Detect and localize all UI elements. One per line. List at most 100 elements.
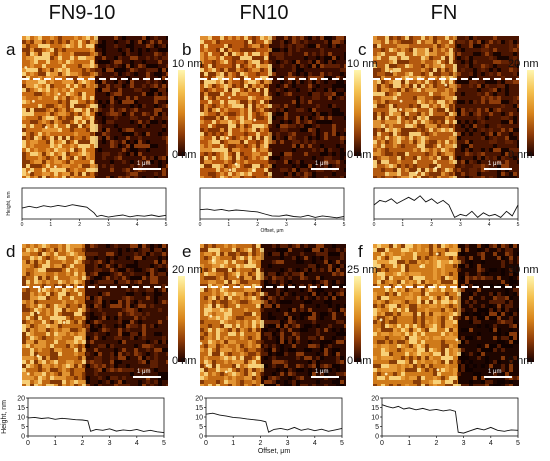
profile-e: 0 1 2 3 4 5 0 5 10 15 20 Offset, μm [180, 396, 348, 456]
color-bar-min-d: 0 nm [172, 355, 197, 367]
y-tick-label: 15 [195, 405, 203, 412]
x-tick-label: 5 [162, 440, 166, 447]
plot-frame [199, 187, 345, 220]
profile-d: 0 1 2 3 4 5 0 5 10 15 20 Height, nm [1, 396, 170, 452]
afm-texture [200, 244, 346, 386]
afm-image-f [373, 244, 519, 386]
color-bar-min-e: 0 nm [347, 355, 372, 367]
x-tick-label: 1 [53, 440, 57, 447]
y-tick-label: 20 [195, 396, 203, 403]
afm-texture [200, 36, 346, 178]
profile-chart: 0 1 2 3 4 5 0 5 10 15 20 [371, 396, 520, 448]
x-tick-label: 3 [462, 440, 466, 447]
x-tick-label: 4 [136, 222, 139, 228]
x-tick-label: 0 [26, 440, 30, 447]
color-bar-max-a: 10 nm [172, 58, 203, 70]
x-tick-label: 3 [459, 222, 462, 228]
x-tick-label: 2 [256, 222, 259, 228]
profile-chart: 0 1 2 3 4 5 [373, 187, 520, 228]
afm-texture [373, 36, 519, 178]
y-tick-label: 10 [195, 415, 203, 422]
x-tick-label: 4 [135, 440, 139, 447]
x-tick-label: 1 [49, 222, 52, 228]
x-tick-label: 0 [373, 222, 376, 228]
color-bar-c [527, 70, 534, 156]
color-bar-d [178, 276, 185, 362]
color-bar-min-c: 0 nm [508, 149, 533, 161]
profile-b: 0 1 2 3 4 5 Offset, μm [182, 186, 350, 238]
afm-texture [22, 244, 168, 386]
y-tick-label: 5 [21, 424, 25, 431]
profile-c: 0 1 2 3 4 5 [356, 186, 524, 238]
y-tick-label: 15 [17, 405, 25, 412]
x-tick-label: 3 [107, 222, 110, 228]
x-tick-label: 4 [488, 222, 491, 228]
height-profile-line [381, 404, 519, 434]
panel-letter-b: b [182, 40, 192, 59]
panel-letter-c: c [358, 40, 367, 59]
afm-image-b [200, 36, 346, 178]
y-tick-label: 0 [375, 434, 379, 441]
afm-image-e [200, 244, 346, 386]
profile-chart: 0 1 2 3 4 5 Height, nm [6, 187, 168, 228]
y-tick-label: 15 [371, 405, 379, 412]
plot-frame [27, 397, 165, 437]
profile-f: 0 1 2 3 4 5 0 5 10 15 20 [356, 396, 524, 452]
height-profile-line [21, 204, 167, 218]
panel-letter-a: a [6, 40, 16, 59]
x-tick-label: 2 [78, 222, 81, 228]
x-axis-label: Offset, μm [258, 448, 290, 455]
y-tick-label: 10 [17, 415, 25, 422]
height-profile-line [27, 416, 165, 434]
y-tick-label: 10 [371, 415, 379, 422]
y-tick-label: 20 [371, 396, 379, 403]
color-bar-max-c: 20 nm [508, 58, 539, 70]
x-axis-label: Offset, μm [260, 228, 283, 234]
profile-chart: 0 1 2 3 4 5 0 5 10 15 20 Height, nm [1, 396, 166, 448]
afm-texture [22, 36, 168, 178]
y-axis-label: Height, nm [6, 191, 12, 215]
y-tick-label: 0 [21, 434, 25, 441]
afm-texture [373, 244, 519, 386]
x-tick-label: 0 [204, 440, 208, 447]
plot-frame [21, 187, 167, 220]
color-bar-min-a: 0 nm [172, 149, 197, 161]
x-tick-label: 2 [430, 222, 433, 228]
color-bar-max-e: 25 nm [347, 264, 378, 276]
panel-letter-d: d [6, 242, 16, 261]
x-tick-label: 3 [286, 440, 290, 447]
x-tick-label: 0 [199, 222, 202, 228]
column-title-fn10: FN10 [239, 2, 289, 24]
height-profile-line [373, 195, 519, 219]
color-bar-max-f: 30 nm [508, 264, 539, 276]
color-bar-a [178, 70, 185, 156]
plot-frame [373, 187, 519, 220]
panel-letter-e: e [182, 242, 192, 261]
x-tick-label: 2 [434, 440, 438, 447]
x-tick-label: 4 [489, 440, 493, 447]
x-tick-label: 1 [401, 222, 404, 228]
x-tick-label: 1 [231, 440, 235, 447]
profile-chart: 0 1 2 3 4 5 Offset, μm [199, 187, 346, 234]
afm-image-a [22, 36, 168, 178]
x-tick-label: 0 [380, 440, 384, 447]
x-tick-label: 2 [258, 440, 262, 447]
y-tick-label: 20 [17, 396, 25, 403]
color-bar-b [354, 70, 361, 156]
x-tick-label: 1 [407, 440, 411, 447]
afm-image-c [373, 36, 519, 178]
profile-a: 0 1 2 3 4 5 Height, nm [4, 186, 172, 238]
x-tick-label: 4 [314, 222, 317, 228]
color-bar-e [354, 276, 361, 362]
x-tick-label: 4 [313, 440, 317, 447]
y-axis-label: Height, nm [1, 400, 8, 434]
column-title-fn9-10: FN9-10 [48, 2, 116, 24]
height-profile-line [199, 208, 345, 219]
x-tick-label: 5 [343, 222, 346, 228]
y-tick-label: 5 [375, 424, 379, 431]
x-tick-label: 3 [285, 222, 288, 228]
x-tick-label: 5 [517, 222, 520, 228]
afm-image-d [22, 244, 168, 386]
color-bar-f [527, 276, 534, 362]
color-bar-min-b: 0 nm [347, 149, 372, 161]
